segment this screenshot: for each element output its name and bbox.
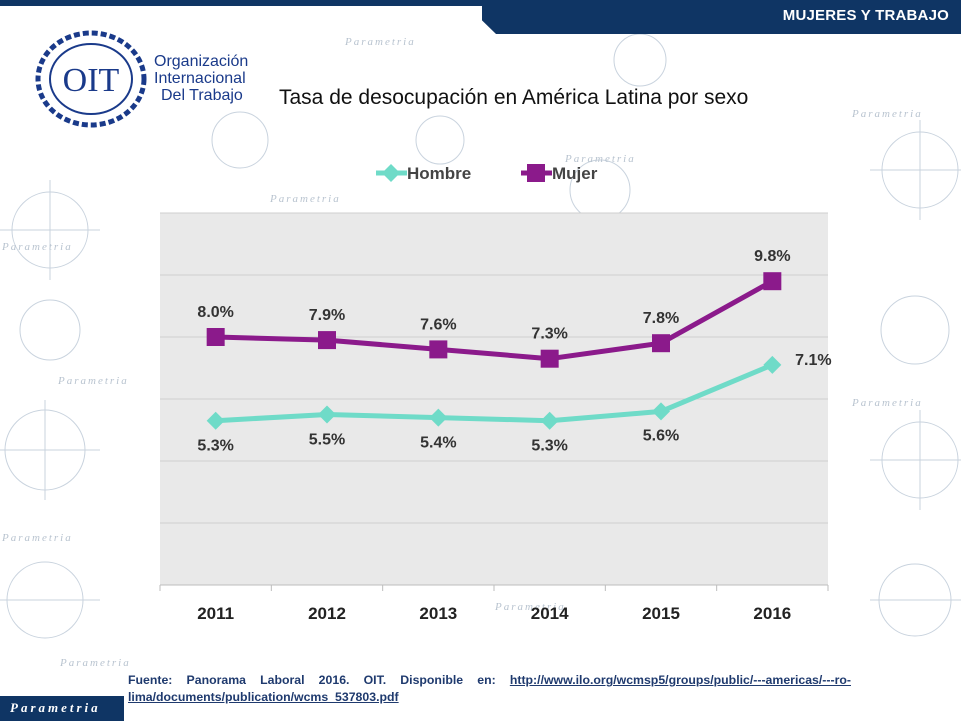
x-tick-label: 2015 — [642, 604, 680, 623]
data-label: 5.5% — [309, 432, 345, 449]
watermark-text: Parametria — [269, 193, 341, 205]
x-tick-label: 2014 — [531, 604, 569, 623]
org-name-line: Internacional — [154, 70, 246, 87]
data-label: 8.0% — [197, 304, 233, 321]
data-label: 5.4% — [420, 435, 456, 452]
series-line-hombre — [215, 362, 774, 424]
source-link[interactable]: http://www.ilo.org/wcmsp5/groups/public/… — [128, 673, 851, 704]
watermark-text: Parametria — [59, 657, 131, 669]
watermark-text: Parametria — [564, 153, 636, 165]
chart-title: Tasa de desocupación en América Latina p… — [279, 86, 749, 109]
data-label: 5.3% — [531, 438, 567, 455]
x-tick-label: 2011 — [197, 604, 234, 623]
data-label: 7.6% — [420, 316, 456, 333]
x-tick-label: 2016 — [753, 604, 791, 623]
data-point-mujer — [540, 349, 559, 368]
legend-label: Hombre — [407, 164, 471, 183]
data-label: 7.1% — [795, 352, 831, 369]
section-tab — [482, 0, 961, 34]
org-name-line: Organización — [154, 53, 249, 70]
footer-bar — [0, 696, 124, 721]
legend-marker — [382, 164, 400, 182]
legend-marker — [527, 164, 545, 182]
data-point-hombre — [652, 402, 670, 421]
watermark-text: Parametria — [1, 532, 73, 544]
data-label: 9.8% — [754, 248, 790, 265]
watermark-text: Parametria — [1, 241, 73, 253]
data-point-hombre — [429, 408, 448, 427]
data-point-mujer — [429, 340, 448, 359]
data-point-hombre — [206, 411, 225, 430]
source-note: Fuente: Panorama Laboral 2016. OIT. Disp… — [128, 672, 851, 706]
watermark-text: Parametria — [851, 108, 923, 120]
legend-label: Mujer — [552, 164, 598, 183]
data-label: 5.3% — [197, 438, 233, 455]
data-label: 7.3% — [531, 326, 567, 343]
data-point-hombre — [540, 411, 559, 430]
data-point-hombre — [318, 405, 336, 424]
watermark-text: Parametria — [57, 375, 129, 387]
x-tick-label: 2012 — [308, 604, 346, 623]
data-label: 7.8% — [643, 310, 679, 327]
data-point-mujer — [206, 328, 225, 346]
watermark-text: Parametria — [494, 601, 566, 613]
watermark-text: Parametria — [344, 36, 416, 48]
data-point-mujer — [652, 334, 670, 353]
source-prefix: Fuente: Panorama Laboral 2016. OIT. Disp… — [128, 673, 510, 687]
data-label: 7.9% — [309, 307, 345, 324]
org-name-line: Del Trabajo — [161, 87, 243, 104]
data-point-mujer — [763, 272, 782, 291]
data-point-hombre — [763, 355, 782, 374]
series-line-mujer — [215, 279, 774, 362]
organization-name: Organización Internacional Del Trabajo — [154, 53, 248, 104]
header-bar — [0, 0, 961, 6]
data-point-mujer — [318, 331, 336, 350]
x-tick-label: 2013 — [419, 604, 457, 623]
data-label: 5.6% — [643, 427, 679, 444]
section-label: MUJERES Y TRABAJO — [782, 7, 949, 24]
oit-logo: OIT — [35, 30, 147, 128]
watermark-text: Parametria — [851, 397, 923, 409]
logo-text: OIT — [63, 62, 120, 99]
footer-brand: Parametria — [10, 700, 101, 715]
